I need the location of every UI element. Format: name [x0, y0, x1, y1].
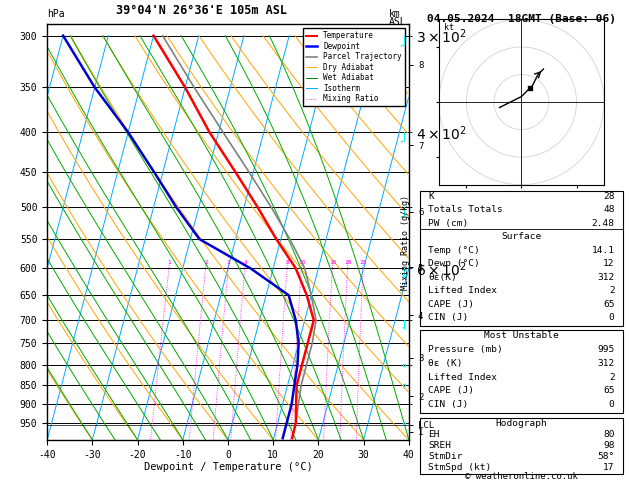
Text: Totals Totals: Totals Totals: [428, 206, 503, 214]
Text: 2: 2: [204, 260, 208, 265]
Text: 4: 4: [243, 260, 247, 265]
Text: 8: 8: [286, 260, 289, 265]
Text: Temp (°C): Temp (°C): [428, 246, 480, 255]
Text: 39°04'N 26°36'E 105m ASL: 39°04'N 26°36'E 105m ASL: [116, 4, 287, 17]
Text: θε (K): θε (K): [428, 359, 463, 368]
Text: EH: EH: [428, 430, 440, 439]
Text: 80: 80: [603, 430, 615, 439]
Text: 12: 12: [603, 260, 615, 268]
Text: Dewp (°C): Dewp (°C): [428, 260, 480, 268]
Text: Lifted Index: Lifted Index: [428, 373, 498, 382]
Text: Pressure (mb): Pressure (mb): [428, 345, 503, 354]
Text: 312: 312: [598, 359, 615, 368]
Text: CAPE (J): CAPE (J): [428, 386, 474, 396]
Text: 3: 3: [227, 260, 231, 265]
Text: CAPE (J): CAPE (J): [428, 300, 474, 309]
Text: 2.48: 2.48: [592, 219, 615, 228]
Text: 2: 2: [609, 286, 615, 295]
Text: Hodograph: Hodograph: [496, 418, 547, 428]
Text: © weatheronline.co.uk: © weatheronline.co.uk: [465, 472, 578, 481]
Text: 98: 98: [603, 441, 615, 450]
Text: Lifted Index: Lifted Index: [428, 286, 498, 295]
X-axis label: Dewpoint / Temperature (°C): Dewpoint / Temperature (°C): [143, 462, 313, 472]
Text: 48: 48: [603, 206, 615, 214]
Text: 995: 995: [598, 345, 615, 354]
Text: Mixing Ratio (g/kg): Mixing Ratio (g/kg): [401, 195, 409, 291]
Text: 28: 28: [603, 192, 615, 201]
Text: 20: 20: [344, 260, 352, 265]
Text: 10: 10: [298, 260, 306, 265]
Text: K: K: [428, 192, 434, 201]
Text: StmDir: StmDir: [428, 452, 463, 461]
Text: StmSpd (kt): StmSpd (kt): [428, 463, 491, 472]
Text: Surface: Surface: [501, 232, 542, 242]
Text: Most Unstable: Most Unstable: [484, 331, 559, 340]
Legend: Temperature, Dewpoint, Parcel Trajectory, Dry Adiabat, Wet Adiabat, Isotherm, Mi: Temperature, Dewpoint, Parcel Trajectory…: [303, 28, 405, 106]
Text: PW (cm): PW (cm): [428, 219, 469, 228]
Text: 312: 312: [598, 273, 615, 282]
Text: 2: 2: [609, 373, 615, 382]
Text: CIN (J): CIN (J): [428, 400, 469, 409]
Text: 04.05.2024  18GMT (Base: 06): 04.05.2024 18GMT (Base: 06): [427, 14, 616, 24]
Text: 17: 17: [603, 463, 615, 472]
Text: θε(K): θε(K): [428, 273, 457, 282]
Text: hPa: hPa: [47, 9, 65, 19]
Text: 25: 25: [360, 260, 367, 265]
Text: 0: 0: [609, 400, 615, 409]
Text: 0: 0: [609, 313, 615, 322]
Text: SREH: SREH: [428, 441, 451, 450]
Text: km: km: [389, 9, 401, 19]
Text: 14.1: 14.1: [592, 246, 615, 255]
Text: 58°: 58°: [598, 452, 615, 461]
Text: 65: 65: [603, 300, 615, 309]
Text: kt: kt: [444, 23, 454, 33]
Text: 1: 1: [168, 260, 172, 265]
Text: 65: 65: [603, 386, 615, 396]
Text: ASL: ASL: [389, 17, 406, 27]
Text: 16: 16: [329, 260, 337, 265]
Text: CIN (J): CIN (J): [428, 313, 469, 322]
